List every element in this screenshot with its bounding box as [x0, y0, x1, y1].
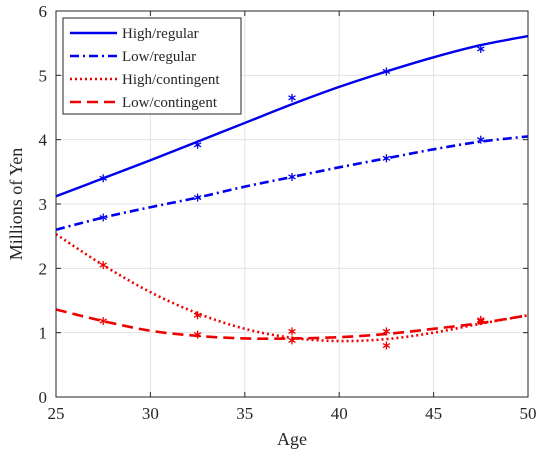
y-tick-label: 1 [39, 324, 48, 343]
data-point-low-regular [193, 193, 202, 202]
data-point-high-regular [193, 140, 202, 149]
data-point-high-regular [476, 44, 485, 53]
legend-label-high-regular: High/regular [122, 26, 199, 42]
data-point-high-contingent [99, 261, 108, 270]
x-axis-label: Age [277, 429, 307, 449]
series-high-regular [55, 34, 529, 198]
data-point-low-regular [288, 172, 296, 181]
data-point-low-contingent [193, 330, 202, 339]
x-tick-label: 30 [142, 404, 159, 423]
y-tick-label: 2 [39, 259, 48, 278]
fit-line-high-regular [55, 34, 529, 198]
data-point-low-contingent [476, 317, 485, 326]
legend-label-low-regular: Low/regular [122, 49, 196, 65]
data-point-low-regular [476, 135, 485, 144]
data-point-low-regular [382, 154, 391, 163]
y-tick-label: 5 [39, 66, 48, 85]
grid-lines [55, 10, 529, 398]
fit-line-low-contingent [55, 308, 529, 341]
x-tick-label: 40 [331, 404, 348, 423]
x-tick-label: 25 [48, 404, 65, 423]
legend-label-high-contingent: High/contingent [122, 72, 220, 88]
data-point-high-regular [99, 174, 108, 183]
data-point-high-regular [382, 67, 391, 76]
x-tick-label: 50 [520, 404, 537, 423]
data-point-high-regular [288, 93, 296, 102]
legend: High/regular Low/regular High/contingent Lo… [62, 17, 242, 115]
y-axis-label: Millions of Yen [6, 148, 26, 261]
series-low-regular [55, 135, 529, 231]
series-layer [55, 34, 529, 350]
y-tick-label: 3 [39, 195, 48, 214]
x-tick-label: 45 [425, 404, 442, 423]
data-point-low-contingent [99, 317, 108, 326]
series-low-contingent [55, 308, 529, 341]
data-point-high-contingent [382, 341, 391, 350]
data-point-low-contingent [382, 327, 391, 336]
y-tick-label: 6 [39, 2, 48, 21]
x-tick-label: 35 [236, 404, 253, 423]
legend-label-low-contingent: Low/contingent [122, 95, 218, 111]
y-tick-label: 0 [39, 388, 48, 407]
data-point-high-contingent [193, 311, 202, 320]
data-point-low-regular [99, 213, 108, 222]
data-point-low-contingent [288, 327, 296, 336]
y-tick-label: 4 [39, 131, 48, 150]
